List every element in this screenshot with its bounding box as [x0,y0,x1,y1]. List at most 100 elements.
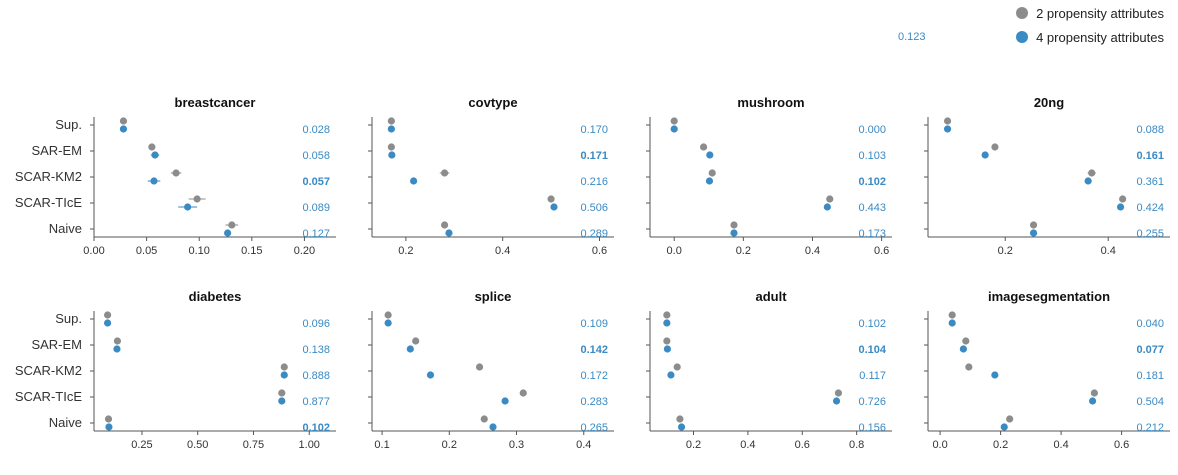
point-4-attributes-SCAR-KM2 [705,177,714,185]
point-4-attributes-Sup. [663,319,671,327]
value-label: 0.088 [1136,124,1164,136]
x-tick-label: 0.8 [849,439,864,451]
value-label: 0.504 [1136,396,1164,408]
value-label: 0.142 [580,344,608,356]
x-tick-label: 0.2 [736,245,751,257]
x-tick-label: 0.4 [495,245,510,257]
value-label: 0.443 [858,202,886,214]
point-4-attributes-SCAR-TIcE [278,397,286,405]
x-tick-label: 0.4 [576,439,591,451]
point-4-attributes-SCAR-TIcE [184,203,192,211]
point-2-attributes-Naive [480,415,488,423]
subplot-mushroom: mushroom 0.0 0.2 0.4 0.6 0.000 0.103 0.102 0.443… [646,95,892,257]
legend: 2 propensity attributes 4 propensity att… [898,2,1164,46]
value-label: 0.283 [580,396,608,408]
y-tick-label: Naive [49,221,82,236]
legend-entry-2-attributes: 2 propensity attributes [1016,4,1164,22]
value-label: 0.216 [580,176,608,188]
value-label: 0.506 [580,202,608,214]
subplot-covtype: covtype 0.2 0.4 0.6 0.170 0.171 0.216 0.506 0.28… [368,95,614,257]
point-4-attributes-SCAR-KM2 [426,371,435,379]
x-tick-label: 0.15 [241,245,262,257]
x-tick-label: 0.2 [993,439,1008,451]
point-2-attributes-Naive [104,415,113,423]
point-2-attributes-Sup. [119,117,128,125]
point-2-attributes-SCAR-TIcE [278,389,286,397]
point-2-attributes-Sup. [943,117,952,125]
point-2-attributes-SCAR-KM2 [965,363,973,371]
point-4-attributes-SCAR-KM2 [991,371,999,379]
x-tick-label: 0.10 [189,245,210,257]
point-4-attributes-SCAR-KM2 [150,177,158,185]
subplot-splice: splice 0.1 0.2 0.3 0.4 0.109 0.142 0.172 0.283 0.… [368,289,614,451]
subplot-title: mushroom [737,95,804,110]
x-tick-label: 0.50 [187,439,208,451]
value-label: 0.888 [302,370,330,382]
point-2-attributes-SCAR-TIcE [193,195,201,203]
x-tick-label: 0.4 [1053,439,1068,451]
value-label: 0.361 [1136,176,1164,188]
point-4-attributes-SCAR-TIcE [823,203,831,211]
subplot-title: adult [755,289,787,304]
point-2-attributes-Naive [730,221,738,229]
subplot-adult: adult 0.2 0.4 0.6 0.8 0.102 0.104 0.117 0.726 0.1… [646,289,892,451]
point-2-attributes-Naive [1029,221,1038,229]
legend-entry-4-attributes: 4 propensity attributes [1016,28,1164,46]
x-tick-label: 0.0 [932,439,947,451]
point-2-attributes-Naive [228,221,236,229]
value-label: 0.000 [858,124,886,136]
point-4-attributes-Sup. [948,319,956,327]
point-4-attributes-Naive [224,229,232,237]
point-4-attributes-SAR-EM [706,151,714,159]
x-tick-label: 0.0 [667,245,682,257]
x-tick-label: 0.75 [243,439,264,451]
y-tick-label: SCAR-KM2 [15,363,82,378]
subplot-20ng: 20ng 0.2 0.4 0.088 0.161 0.361 0.424 0.255 [924,95,1170,257]
value-label: 0.138 [302,344,330,356]
x-tick-label: 0.00 [83,245,104,257]
point-2-attributes-SAR-EM [148,143,156,151]
point-2-attributes-SAR-EM [699,143,708,151]
value-label: 0.058 [302,150,330,162]
subplot-title: splice [475,289,512,304]
point-4-attributes-Naive [445,229,453,237]
x-tick-label: 0.3 [509,439,524,451]
value-label: 0.170 [580,124,608,136]
point-2-attributes-SCAR-KM2 [673,363,681,371]
x-tick-label: 0.20 [294,245,315,257]
value-label: 0.265 [580,422,608,434]
legend-label: 2 propensity attributes [1036,5,1164,21]
point-4-attributes-SAR-EM [406,345,414,353]
point-4-attributes-SCAR-KM2 [280,371,288,379]
x-tick-label: 0.2 [686,439,701,451]
point-4-attributes-SAR-EM [981,151,989,159]
point-2-attributes-Naive [441,221,449,229]
x-tick-label: 0.6 [1114,439,1129,451]
point-4-attributes-SAR-EM [663,345,672,353]
value-label: 0.127 [302,228,330,240]
x-tick-label: 0.2 [442,439,457,451]
legend-label: 4 propensity attributes [1036,29,1164,45]
value-label: 0.424 [1136,202,1164,214]
y-tick-label: Naive [49,415,82,430]
value-label: 0.028 [302,124,330,136]
value-label: 0.726 [858,396,886,408]
point-2-attributes-SAR-EM [113,337,122,345]
value-label: 0.181 [1136,370,1164,382]
x-tick-label: 0.6 [795,439,810,451]
x-tick-label: 0.05 [136,245,157,257]
value-label: 0.173 [858,228,886,240]
value-label: 0.877 [302,396,330,408]
point-4-attributes-SAR-EM [113,345,121,353]
x-tick-label: 0.4 [740,439,755,451]
point-4-attributes-Sup. [670,125,678,133]
point-4-attributes-SAR-EM [959,345,967,353]
point-4-attributes-SAR-EM [151,151,159,159]
point-4-attributes-SAR-EM [388,151,396,159]
y-tick-label: SAR-EM [31,143,82,158]
x-tick-label: 0.6 [874,245,889,257]
y-tick-label: SCAR-TIcE [15,389,83,404]
point-4-attributes-SCAR-TIcE [550,203,558,211]
value-label: 0.156 [858,422,886,434]
subplot-title: covtype [468,95,517,110]
